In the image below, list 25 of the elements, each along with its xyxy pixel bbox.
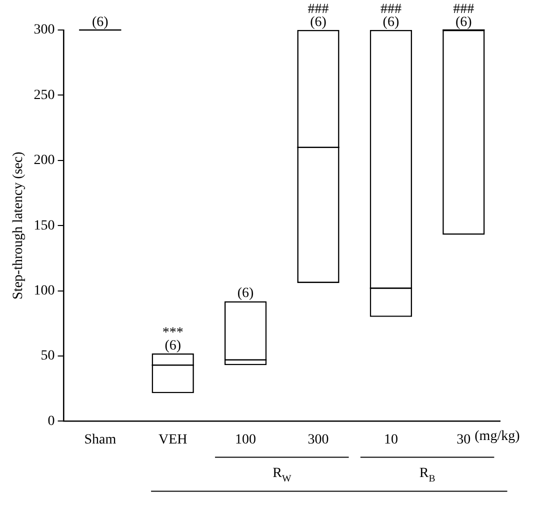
annotation: *** [162,325,184,340]
y-tick-label: 200 [34,153,55,168]
annotation: ### [453,2,474,17]
x-tick-label: 100 [235,432,256,448]
annotation: (6) [237,286,254,302]
x-tick-label: 10 [384,432,398,448]
x-tick-label: Sham [84,432,116,448]
annotation: (6) [382,15,400,30]
y-axis-title: Step-through latency (sec) [11,151,26,300]
annotation: (6) [92,15,109,30]
x-tick-label: VEH [158,432,188,448]
annotation: ### [308,2,329,17]
annotation: ### [380,2,402,17]
y-tick-label: 300 [34,22,55,38]
y-tick-label: 50 [40,348,55,364]
y-tick-label: 0 [48,414,55,429]
annotation: (6) [455,15,472,30]
y-tick-label: 150 [34,218,55,234]
y-tick-label: 250 [34,88,55,103]
x-tick-label: 30 [456,432,471,448]
y-tick-label: 100 [34,283,55,298]
text: (mg/kg) [474,429,520,444]
x-tick-label: 300 [308,432,329,448]
annotation: (6) [164,338,182,354]
annotation: (6) [310,15,327,30]
